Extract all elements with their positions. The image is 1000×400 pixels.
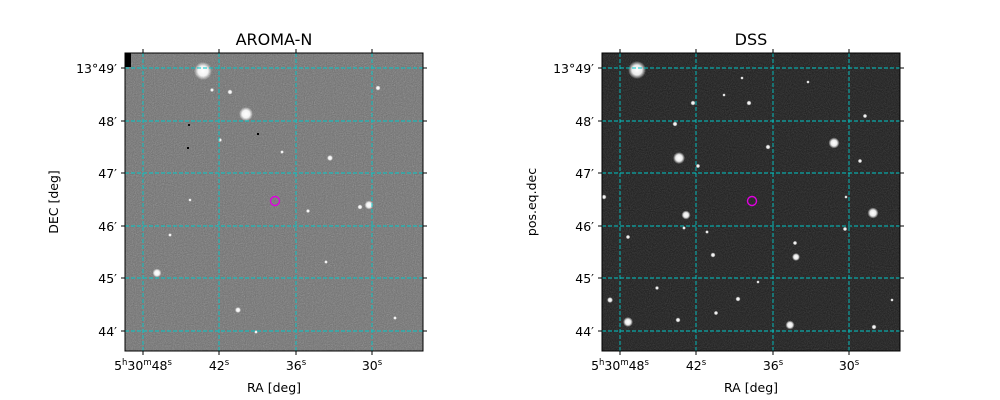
star <box>756 280 760 284</box>
star <box>306 209 310 213</box>
star <box>280 150 284 154</box>
star <box>871 324 877 330</box>
plot-frame <box>124 52 424 352</box>
star <box>393 316 397 320</box>
ra-tick-label: 42s <box>686 358 707 373</box>
star <box>857 158 863 164</box>
star <box>740 76 744 80</box>
dec-tick-label: 45′ <box>98 271 117 286</box>
ra-tick-label: 36s <box>286 358 307 373</box>
star <box>227 89 233 95</box>
x-axis-label: RA [deg] <box>247 380 301 395</box>
target-marker <box>269 195 281 207</box>
panel-title: AROMA-N <box>236 30 313 49</box>
star <box>254 330 258 334</box>
ra-tick-labels: 5h30m48s 42s 36s 30s <box>114 358 383 373</box>
star <box>364 200 374 210</box>
target-marker <box>746 195 758 207</box>
star <box>239 107 253 121</box>
ticks <box>598 49 904 355</box>
plot-frame <box>601 52 901 352</box>
y-axis-label: pos.eq.dec <box>524 168 539 236</box>
star <box>890 298 894 302</box>
star <box>746 100 752 106</box>
star <box>828 137 840 149</box>
dec-tick-labels: 13°49′ 48′ 47′ 46′ 45′ 44′ <box>76 61 117 339</box>
star <box>235 307 241 313</box>
star <box>705 230 709 234</box>
sky-image <box>602 53 900 351</box>
dec-tick-labels: 13°49′ 48′ 47′ 46′ 45′ 44′ <box>553 61 594 339</box>
star <box>806 80 810 84</box>
star <box>842 226 848 232</box>
star <box>785 320 795 330</box>
star <box>862 113 868 119</box>
dec-tick-label: 44′ <box>575 324 594 339</box>
ra-tick-label: 30s <box>362 358 383 373</box>
ra-tick-label: 30s <box>839 358 860 373</box>
dark-pixel <box>187 147 189 149</box>
star <box>194 62 212 80</box>
coordinate-grid <box>602 53 900 351</box>
coordinate-grid <box>125 53 423 351</box>
y-axis-label: DEC [deg] <box>46 170 61 234</box>
dark-pixel <box>188 124 190 126</box>
star <box>713 310 719 316</box>
star <box>695 163 701 169</box>
ra-tick-label: 5h30m48s <box>114 358 172 373</box>
ra-tick-label: 5h30m48s <box>591 358 649 373</box>
image-edge-artifact <box>125 53 131 67</box>
star <box>792 240 798 246</box>
dec-tick-label: 45′ <box>575 271 594 286</box>
image-noise <box>602 53 900 351</box>
dec-tick-label: 13°49′ <box>76 61 117 76</box>
dec-tick-label: 46′ <box>575 219 594 234</box>
star <box>357 204 363 210</box>
star <box>735 296 741 302</box>
ra-tick-label: 36s <box>763 358 784 373</box>
ticks <box>121 49 427 355</box>
star <box>623 317 633 327</box>
star <box>628 61 646 79</box>
dec-tick-label: 47′ <box>98 166 117 181</box>
dec-tick-label: 47′ <box>575 166 594 181</box>
star <box>152 268 162 278</box>
dec-tick-label: 48′ <box>575 114 594 129</box>
star <box>722 93 726 97</box>
dec-tick-label: 44′ <box>98 324 117 339</box>
image-noise <box>125 53 423 351</box>
star <box>681 210 691 220</box>
star <box>675 317 681 323</box>
star <box>324 260 328 264</box>
star <box>682 226 686 230</box>
dark-pixel <box>257 133 259 135</box>
star <box>188 198 192 202</box>
star <box>327 155 333 161</box>
star <box>867 207 879 219</box>
star <box>792 253 800 261</box>
star <box>375 85 381 91</box>
aroma-n-panel: AROMA-N <box>46 30 427 395</box>
sky-image <box>125 53 423 351</box>
x-axis-label: RA [deg] <box>724 380 778 395</box>
star <box>844 195 848 199</box>
star <box>210 88 214 92</box>
star <box>690 100 696 106</box>
ra-tick-labels: 5h30m48s 42s 36s 30s <box>591 358 860 373</box>
dec-tick-label: 46′ <box>98 219 117 234</box>
star <box>602 194 607 200</box>
star <box>625 234 631 240</box>
star <box>765 144 771 150</box>
ra-tick-label: 42s <box>209 358 230 373</box>
dec-tick-label: 13°49′ <box>553 61 594 76</box>
star <box>672 121 678 127</box>
star <box>673 152 685 164</box>
star <box>168 233 172 237</box>
panel-title: DSS <box>735 30 768 49</box>
dss-panel: DSS <box>524 30 904 395</box>
star <box>607 297 613 303</box>
star <box>710 252 716 258</box>
dec-tick-label: 48′ <box>98 114 117 129</box>
star <box>655 286 659 290</box>
